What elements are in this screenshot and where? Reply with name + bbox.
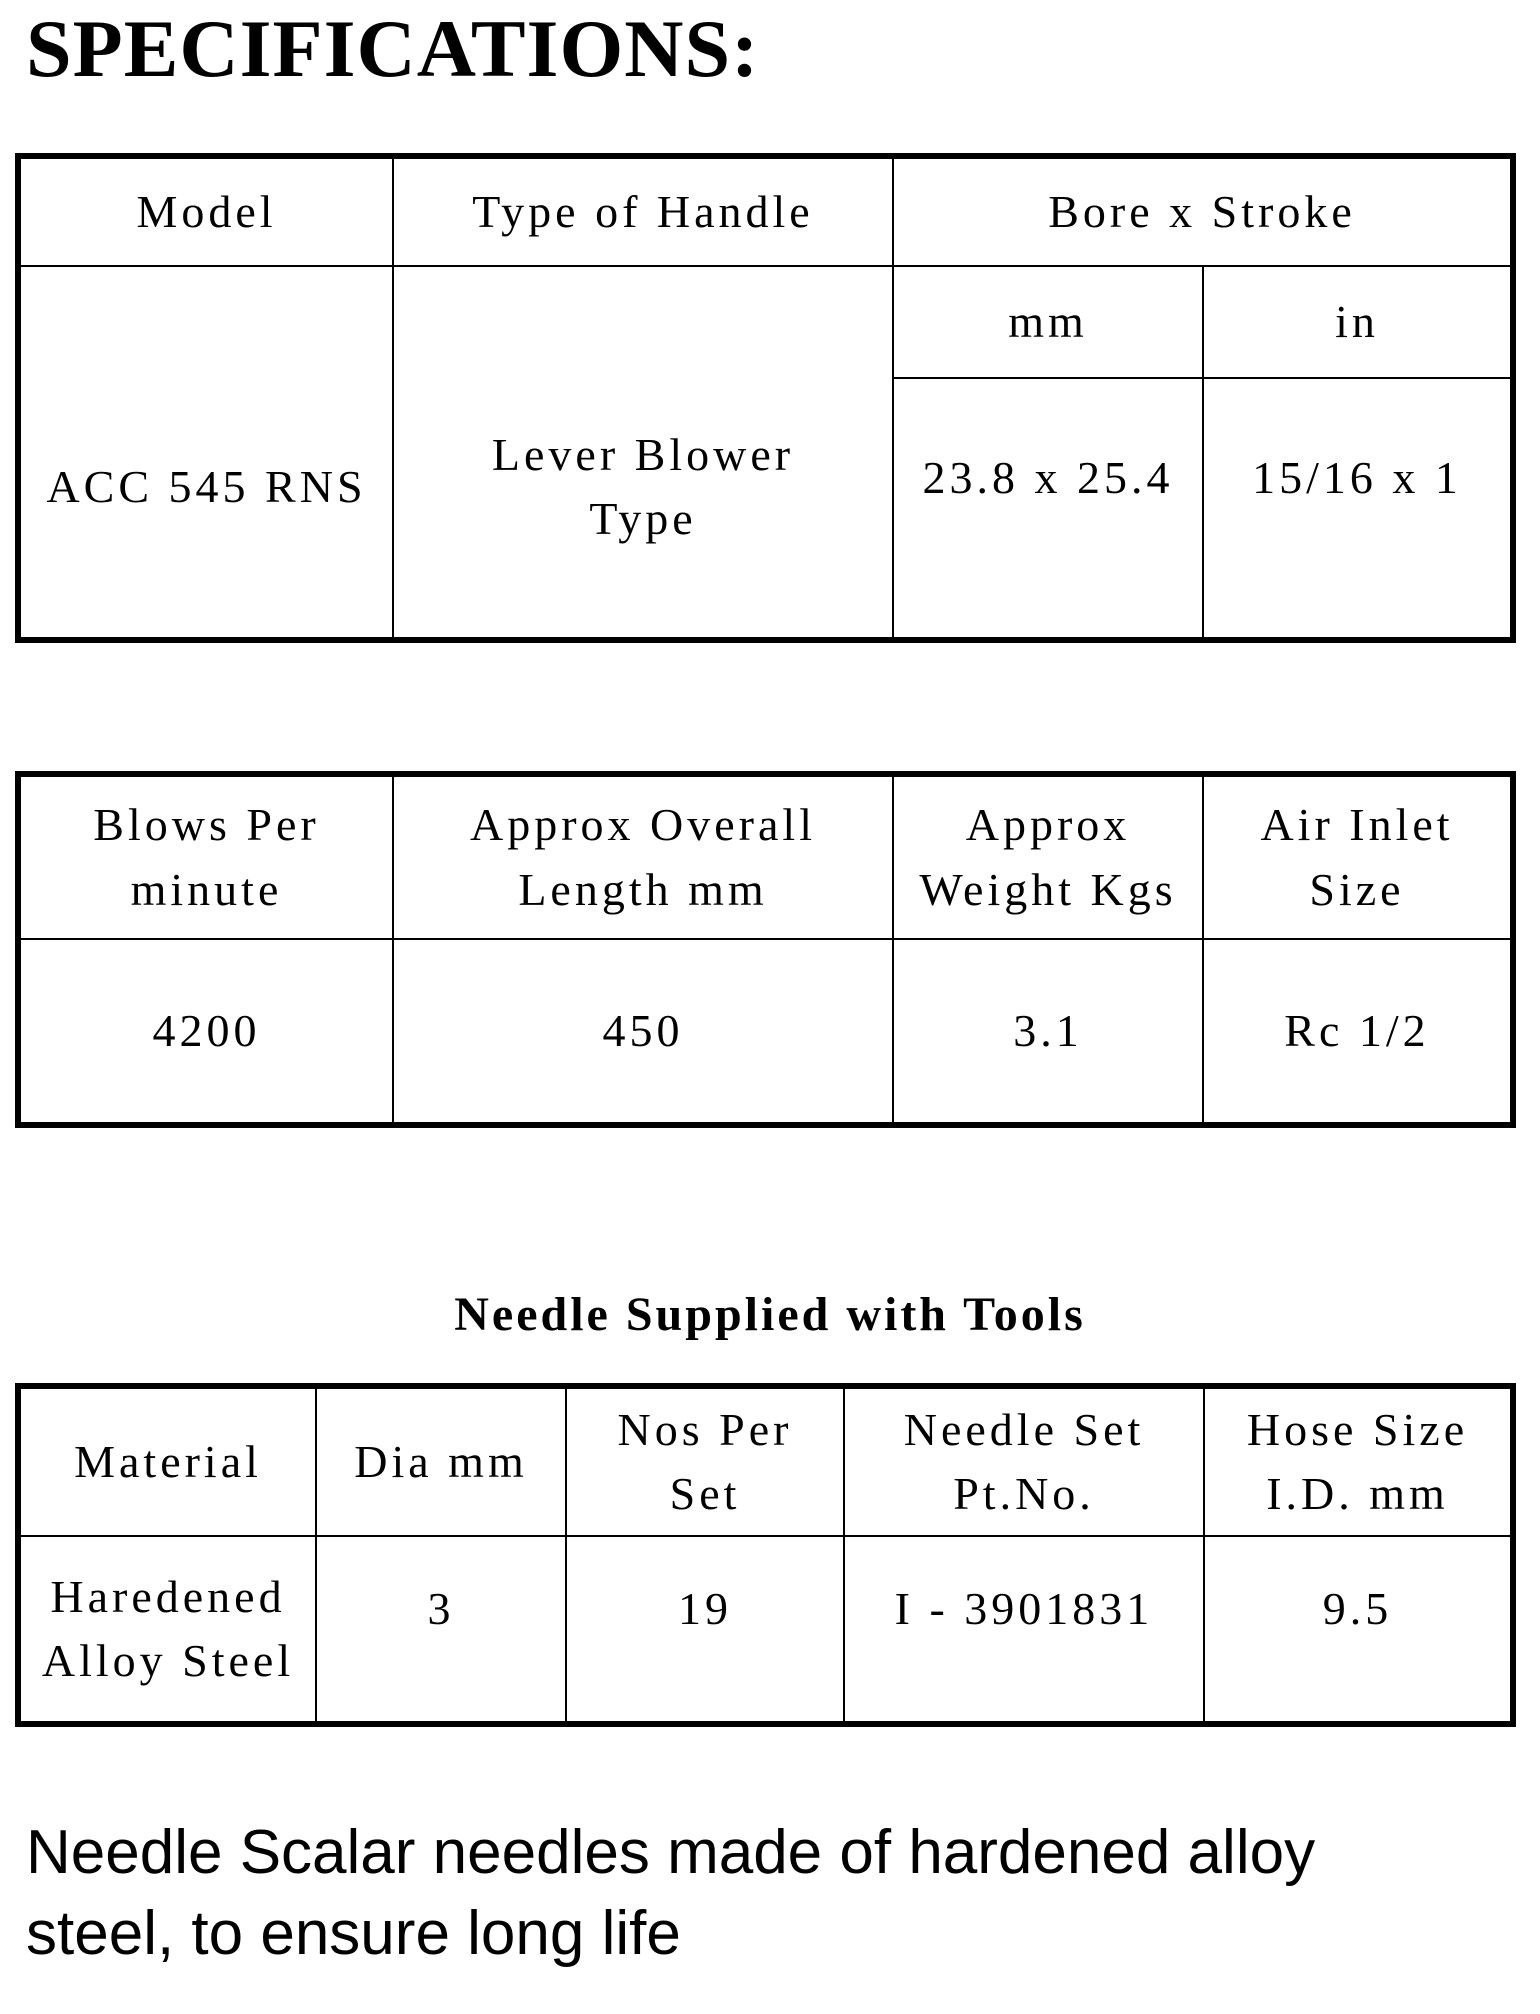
weight-value: 3.1 <box>892 938 1204 1126</box>
air-inlet-size-value: Rc 1/2 <box>1202 938 1514 1126</box>
table-row: Haredened Alloy Steel 3 19 I - 3901831 9… <box>17 1535 1514 1725</box>
handle-type-value: Lever Blower Type <box>392 265 894 641</box>
hose-size-header: Hose Size I.D. mm <box>1203 1385 1514 1537</box>
performance-table: Blows Per minute Approx Overall Length m… <box>15 771 1516 1128</box>
needle-set-ptno-value: I - 3901831 <box>843 1535 1205 1725</box>
overall-length-value: 450 <box>392 938 894 1126</box>
nos-per-set-header: Nos Per Set <box>565 1385 845 1537</box>
blows-per-minute-value: 4200 <box>17 938 394 1126</box>
model-value: ACC 545 RNS <box>17 265 394 641</box>
needle-material-note: Needle Scalar needles made of hardened a… <box>26 1818 1316 1968</box>
overall-length-header: Approx Overall Length mm <box>392 773 894 940</box>
needle-section-heading: Needle Supplied with Tools <box>454 1288 1086 1341</box>
table-row: 4200 450 3.1 Rc 1/2 <box>17 938 1514 1126</box>
nos-per-set-value: 19 <box>565 1535 845 1725</box>
air-inlet-size-header: Air Inlet Size <box>1202 773 1514 940</box>
weight-header: Approx Weight Kgs <box>892 773 1204 940</box>
model-spec-table: Model Type of Handle Bore x Stroke ACC 5… <box>15 153 1517 643</box>
needle-table: Material Dia mm Nos Per Set Needle Set P… <box>15 1383 1516 1727</box>
material-value: Haredened Alloy Steel <box>17 1535 317 1725</box>
material-header: Material <box>17 1385 317 1537</box>
bore-stroke-in-value: 15/16 x 1 <box>1201 377 1515 641</box>
unit-in-header: in <box>1201 265 1515 379</box>
dia-value: 3 <box>315 1535 567 1725</box>
table-row: ACC 545 RNS Lever Blower Type mm in <box>17 265 1515 641</box>
table-row: 23.8 x 25.4 15/16 x 1 <box>18 377 1515 641</box>
bore-stroke-mm-value: 23.8 x 25.4 <box>892 377 1204 641</box>
bore-stroke-column-header: Bore x Stroke <box>891 155 1515 267</box>
table-row: Model Type of Handle Bore x Stroke <box>17 155 1515 267</box>
handle-type-column-header: Type of Handle <box>392 155 894 267</box>
dia-header: Dia mm <box>315 1385 567 1537</box>
unit-mm-header: mm <box>892 265 1204 379</box>
table-row: Blows Per minute Approx Overall Length m… <box>17 773 1514 940</box>
needle-set-ptno-header: Needle Set Pt.No. <box>843 1385 1205 1537</box>
page-title: SPECIFICATIONS: <box>26 3 760 94</box>
table-row: Material Dia mm Nos Per Set Needle Set P… <box>17 1385 1514 1537</box>
blows-per-minute-header: Blows Per minute <box>17 773 394 940</box>
model-column-header: Model <box>17 155 394 267</box>
hose-size-value: 9.5 <box>1203 1535 1514 1725</box>
